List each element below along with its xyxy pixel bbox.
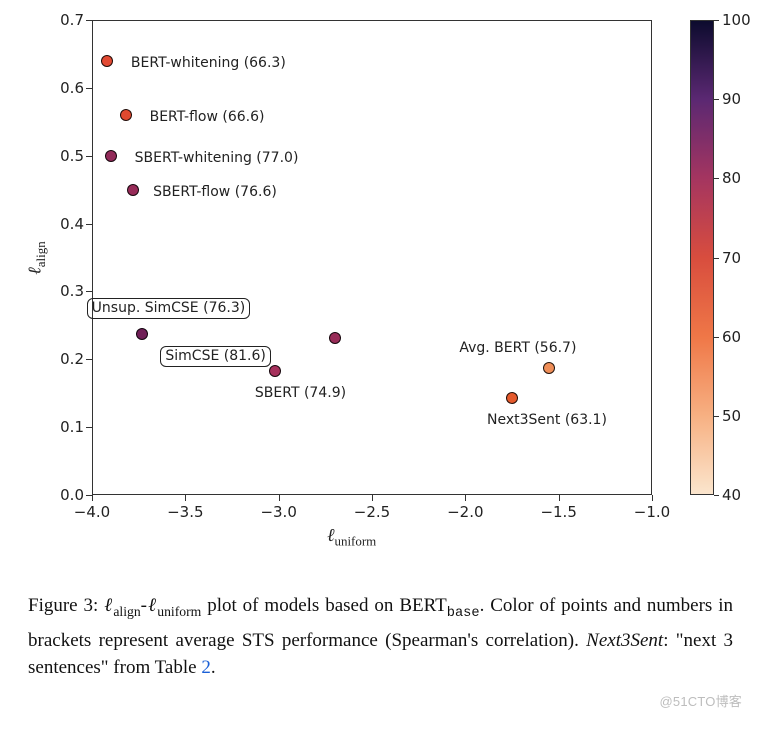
y-tick-label: 0.5 xyxy=(52,147,84,165)
y-tick-label: 0.2 xyxy=(52,350,84,368)
colorbar-tick-label: 90 xyxy=(722,90,741,108)
y-tick xyxy=(86,291,92,292)
chart-spine-left xyxy=(92,20,93,495)
y-tick xyxy=(86,427,92,428)
point-bert-flow xyxy=(120,109,132,121)
table-ref-link[interactable]: 2 xyxy=(201,657,211,678)
point-unsup-simcse xyxy=(329,332,341,344)
colorbar-tick xyxy=(714,495,719,496)
colorbar-tick-label: 60 xyxy=(722,328,741,346)
y-tick xyxy=(86,156,92,157)
watermark: @51CTO博客 xyxy=(660,691,742,710)
point-bert-whitening xyxy=(101,55,113,67)
y-tick xyxy=(86,495,92,496)
y-tick-label: 0.3 xyxy=(52,282,84,300)
point-sbert-flow xyxy=(127,184,139,196)
colorbar-tick xyxy=(714,337,719,338)
colorbar-border xyxy=(690,20,714,495)
x-tick xyxy=(279,495,280,501)
annot-avg-bert: Avg. BERT (56.7) xyxy=(459,340,576,356)
annot-simcse: SimCSE (81.6) xyxy=(160,346,270,367)
x-tick-label: −3.0 xyxy=(259,503,299,521)
colorbar-tick-label: 40 xyxy=(722,486,741,504)
figure-caption: Figure 3: ℓalign-ℓuniform plot of models… xyxy=(28,592,733,681)
x-tick xyxy=(465,495,466,501)
y-tick-label: 0.4 xyxy=(52,215,84,233)
y-tick-label: 0.7 xyxy=(52,11,84,29)
colorbar-tick-label: 50 xyxy=(722,407,741,425)
colorbar-tick xyxy=(714,99,719,100)
x-tick xyxy=(652,495,653,501)
x-tick xyxy=(559,495,560,501)
annot-sbert: SBERT (74.9) xyxy=(255,385,346,401)
point-next3sent xyxy=(506,392,518,404)
y-tick xyxy=(86,88,92,89)
colorbar-tick-label: 70 xyxy=(722,249,741,267)
colorbar-tick-label: 80 xyxy=(722,169,741,187)
y-tick xyxy=(86,224,92,225)
colorbar-tick xyxy=(714,416,719,417)
point-sbert-whitening xyxy=(105,150,117,162)
x-tick xyxy=(92,495,93,501)
colorbar-tick xyxy=(714,20,719,21)
annot-unsup-simcse: Unsup. SimCSE (76.3) xyxy=(87,298,251,319)
annot-bert-whitening: BERT-whitening (66.3) xyxy=(131,55,286,71)
chart-spine-top xyxy=(92,20,652,21)
annot-next3sent: Next3Sent (63.1) xyxy=(487,412,607,428)
x-axis-label: ℓuniform xyxy=(327,525,376,550)
colorbar-tick xyxy=(714,258,719,259)
annot-sbert-flow: SBERT-flow (76.6) xyxy=(153,184,277,200)
point-simcse xyxy=(136,328,148,340)
y-tick-label: 0.0 xyxy=(52,486,84,504)
x-tick-label: −1.5 xyxy=(539,503,579,521)
x-tick-label: −2.0 xyxy=(445,503,485,521)
annot-sbert-whitening: SBERT-whitening (77.0) xyxy=(135,150,299,166)
x-tick xyxy=(185,495,186,501)
x-tick-label: −3.5 xyxy=(165,503,205,521)
x-tick-label: −1.0 xyxy=(632,503,672,521)
y-tick xyxy=(86,359,92,360)
chart-spine-right xyxy=(651,20,652,495)
x-tick xyxy=(372,495,373,501)
y-tick-label: 0.6 xyxy=(52,79,84,97)
y-axis-label: ℓalign xyxy=(24,241,49,274)
y-tick-label: 0.1 xyxy=(52,418,84,436)
colorbar-tick xyxy=(714,178,719,179)
point-sbert xyxy=(269,365,281,377)
point-avg-bert xyxy=(543,362,555,374)
x-tick-label: −4.0 xyxy=(72,503,112,521)
colorbar-tick-label: 100 xyxy=(722,11,751,29)
annot-bert-flow: BERT-flow (66.6) xyxy=(150,109,265,125)
x-tick-label: −2.5 xyxy=(352,503,392,521)
y-tick xyxy=(86,20,92,21)
